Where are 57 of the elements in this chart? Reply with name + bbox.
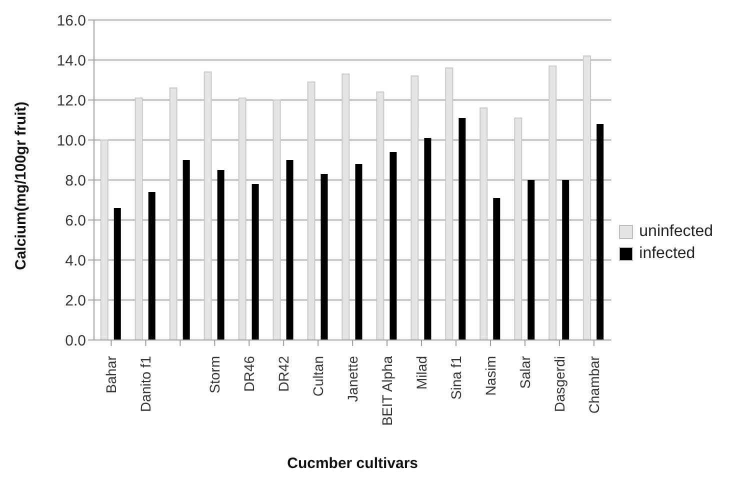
bar — [252, 184, 259, 340]
bar — [342, 74, 350, 340]
bar — [134, 98, 143, 340]
bar — [480, 108, 488, 340]
y-tick-label: 10.0 — [56, 132, 86, 150]
y-tick-label: 6.0 — [65, 212, 86, 230]
x-tick-label: Salar — [516, 356, 533, 389]
bar — [114, 208, 121, 340]
x-tick-label: Bahar — [103, 356, 120, 394]
y-tick-label: 0.0 — [65, 332, 86, 350]
bar — [182, 160, 190, 340]
bar — [514, 118, 522, 340]
bar — [410, 76, 419, 340]
bar — [548, 66, 557, 340]
bar — [458, 118, 466, 340]
y-tick-label: 12.0 — [56, 92, 86, 110]
bar — [562, 180, 570, 340]
bar — [238, 98, 246, 340]
bar — [204, 72, 212, 340]
legend-label: infected — [639, 245, 696, 263]
bar — [528, 180, 535, 340]
x-tick-label: BEIT Alpha — [379, 356, 396, 426]
bar — [390, 152, 397, 340]
bar — [272, 100, 281, 340]
bar — [169, 88, 178, 340]
bar — [583, 56, 592, 340]
x-tick-label: DR46 — [241, 356, 258, 392]
bar — [148, 192, 156, 340]
bar — [100, 140, 108, 340]
bar — [307, 82, 316, 340]
y-tick-label: 16.0 — [56, 12, 86, 30]
y-tick-label: 14.0 — [56, 52, 86, 70]
bar — [596, 124, 604, 340]
legend-label: uninfected — [639, 223, 713, 241]
x-axis-title: Cucmber cultivars — [287, 455, 418, 472]
x-tick-label: Dasgerdi — [551, 356, 568, 412]
bar — [493, 198, 500, 340]
y-tick-label: 8.0 — [65, 172, 86, 190]
bar — [286, 160, 294, 340]
bar — [320, 174, 328, 340]
x-tick-label: Danito f1 — [138, 356, 154, 412]
x-tick-label: Cultan — [310, 356, 326, 396]
y-tick-label: 2.0 — [65, 292, 86, 310]
x-tick-label: Milad — [414, 356, 430, 390]
x-tick-label: Chambar — [586, 356, 602, 414]
bar — [355, 164, 362, 340]
bar — [445, 68, 454, 340]
x-tick-label: DR42 — [276, 356, 292, 392]
bar — [424, 138, 432, 340]
bar — [376, 92, 384, 340]
bar — [217, 170, 224, 340]
x-tick-label: Nasim — [482, 356, 498, 396]
x-tick-label: Storm — [206, 356, 223, 394]
x-tick-label: Sina f1 — [448, 356, 464, 400]
x-tick-label: Janette — [344, 356, 361, 402]
y-tick-label: 4.0 — [65, 252, 86, 270]
y-axis-title: Calcium(mg/100gr fruit) — [12, 102, 30, 270]
